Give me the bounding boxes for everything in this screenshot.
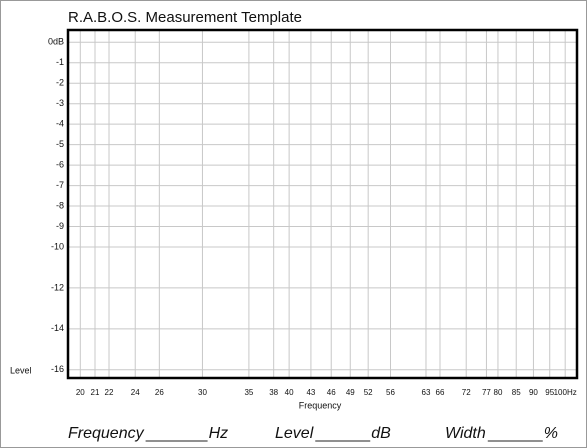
x-tick-label: 21 xyxy=(91,388,100,397)
y-tick-label: -12 xyxy=(51,282,64,292)
x-tick-label: 22 xyxy=(105,388,114,397)
x-tick-label: 35 xyxy=(244,388,253,397)
chart-title: R.A.B.O.S. Measurement Template xyxy=(68,9,302,26)
plot-frame xyxy=(66,28,579,380)
footer-label: Width xyxy=(445,425,486,442)
y-tick-label: -2 xyxy=(56,78,64,88)
y-tick-label: -9 xyxy=(56,221,64,231)
x-tick-label: 46 xyxy=(327,388,336,397)
x-tick-label: 77 xyxy=(482,388,491,397)
y-tick-label: 0dB xyxy=(48,37,64,47)
x-axis-label: Frequency xyxy=(299,400,342,410)
x-tick-label: 72 xyxy=(462,388,471,397)
x-tick-label: 24 xyxy=(131,388,140,397)
footer-unit: % xyxy=(544,425,558,442)
footer-label: Level xyxy=(275,425,314,442)
x-tick-label: 49 xyxy=(346,388,355,397)
x-tick-label: 38 xyxy=(269,388,278,397)
x-tick-label: 30 xyxy=(198,388,207,397)
y-tick-label: -16 xyxy=(51,364,64,374)
y-tick-label: -7 xyxy=(56,180,64,190)
x-tick-label: 56 xyxy=(386,388,395,397)
x-tick-label: 85 xyxy=(512,388,521,397)
x-tick-label: 26 xyxy=(155,388,164,397)
y-tick-label: -3 xyxy=(56,98,64,108)
x-tick-label: 63 xyxy=(422,388,431,397)
y-tick-label: -1 xyxy=(56,57,64,67)
footer-label: Frequency xyxy=(68,425,145,442)
footer-unit: dB xyxy=(371,425,391,442)
x-tick-label: 80 xyxy=(494,388,503,397)
y-tick-label: -4 xyxy=(56,119,64,129)
grid xyxy=(68,30,577,378)
y-axis-label: Level xyxy=(10,365,32,375)
x-tick-label: 66 xyxy=(436,388,445,397)
y-tick-label: -14 xyxy=(51,323,64,333)
y-tick-label: -5 xyxy=(56,139,64,149)
x-tick-label: 95 xyxy=(545,388,554,397)
x-tick-label: 20 xyxy=(76,388,85,397)
x-tick-label: 90 xyxy=(529,388,538,397)
x-tick-label: 52 xyxy=(364,388,373,397)
x-tick-label: 40 xyxy=(285,388,294,397)
footer-unit: Hz xyxy=(209,425,229,442)
x-tick-label: 100Hz xyxy=(554,388,577,397)
y-tick-label: -6 xyxy=(56,159,64,169)
y-tick-label: -8 xyxy=(56,200,64,210)
y-tick-label: -10 xyxy=(51,241,64,251)
x-tick-label: 43 xyxy=(306,388,315,397)
